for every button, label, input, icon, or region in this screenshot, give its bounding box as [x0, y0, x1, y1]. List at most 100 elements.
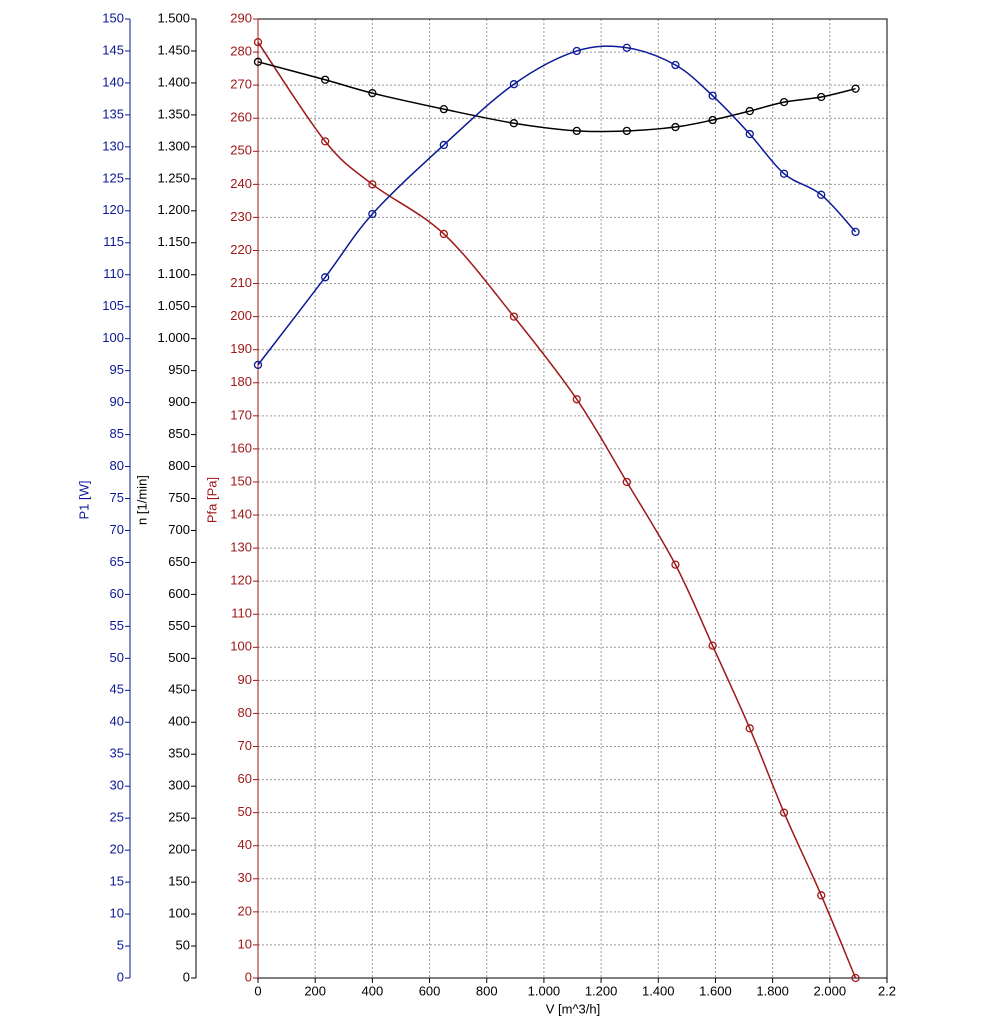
x-tick-label: 400 [362, 983, 384, 998]
y-tick-label: 5 [117, 937, 124, 952]
data-point [779, 169, 789, 178]
plot-frame [257, 18, 888, 979]
y-tick-label: 1.450 [157, 42, 190, 57]
series-line [257, 61, 856, 133]
y-tick-label: 50 [110, 650, 124, 665]
data-point [708, 91, 717, 100]
y-tick-label: 290 [230, 10, 252, 25]
y-axis-label: Pfa [Pa] [204, 477, 219, 523]
y-tick-label: 100 [230, 639, 252, 654]
y-tick-label: 60 [110, 586, 124, 601]
data-point [851, 84, 860, 93]
x-tick-label: 800 [476, 983, 498, 998]
x-tick-label: 2.000 [814, 983, 847, 998]
data-point [253, 37, 263, 47]
y-tick-label: 65 [110, 554, 124, 569]
y-tick-label: 100 [102, 330, 124, 345]
y-tick-label: 300 [168, 778, 190, 793]
y-tick-label: 900 [168, 394, 190, 409]
y-tick-label: 200 [230, 308, 252, 323]
y-tick-label: 260 [230, 110, 252, 125]
y-tick-label: 200 [168, 842, 190, 857]
y-tick-label: 0 [183, 969, 190, 984]
data-point [851, 227, 860, 237]
y-tick-label: 90 [238, 672, 252, 687]
data-point [671, 122, 680, 132]
y-tick-label: 45 [110, 682, 124, 697]
y-tick-label: 120 [230, 573, 252, 588]
y-tick-label: 25 [110, 810, 124, 825]
y-tick-label: 1.050 [157, 298, 190, 313]
data-point [509, 80, 519, 89]
y-tick-label: 650 [168, 554, 190, 569]
y-tick-label: 270 [230, 77, 252, 92]
y-tick-label: 130 [230, 540, 252, 555]
data-point [817, 891, 826, 900]
y-tick-label: 145 [102, 42, 124, 57]
data-point [321, 273, 330, 282]
y-tick-label: 250 [230, 143, 252, 158]
y-tick-label: 500 [168, 650, 190, 665]
data-point [817, 190, 826, 199]
y-tick-label: 50 [176, 937, 190, 952]
data-point [708, 115, 717, 125]
data-point [779, 97, 789, 107]
x-tick-label: 1.000 [528, 983, 561, 998]
y-tick-label: 350 [168, 746, 190, 761]
y-tick-label: 20 [238, 903, 252, 918]
y-tick-label: 70 [110, 522, 124, 537]
y-tick-label: 110 [103, 266, 124, 281]
y-tick-label: 10 [238, 936, 252, 951]
y-tick-label: 210 [230, 275, 252, 290]
y-tick-label: 70 [238, 738, 252, 753]
data-point [439, 140, 448, 150]
y-tick-label: 125 [102, 170, 124, 185]
data-point [368, 209, 377, 219]
y-tick-label: 1.250 [157, 170, 190, 185]
x-tick-label: 200 [304, 983, 326, 998]
y-tick-label: 80 [238, 705, 252, 720]
y-tick-label: 170 [230, 407, 252, 422]
y-tick-label: 250 [168, 810, 190, 825]
y-tick-label: 150 [102, 10, 124, 25]
data-point [779, 808, 789, 817]
data-point [572, 395, 581, 404]
x-tick-label: 0 [254, 983, 261, 998]
y-tick-label: 105 [102, 298, 124, 313]
data-point [708, 641, 717, 650]
data-point [253, 360, 263, 370]
y-tick-label: 160 [230, 440, 252, 455]
y-tick-label: 850 [168, 426, 190, 441]
y-tick-label: 700 [168, 522, 190, 537]
y-tick-label: 280 [230, 44, 252, 59]
y-tick-label: 0 [245, 969, 252, 984]
data-point [572, 46, 581, 56]
y-tick-label: 1.000 [157, 330, 190, 345]
data-point [745, 129, 754, 139]
y-tick-label: 85 [110, 426, 124, 441]
y-tick-label: 400 [168, 714, 190, 729]
y-tick-label: 40 [238, 837, 252, 852]
y-tick-label: 40 [110, 714, 124, 729]
y-tick-label: 15 [110, 874, 124, 889]
y-tick-label: 130 [102, 138, 124, 153]
series-line [257, 41, 857, 979]
data-point [671, 60, 680, 70]
data-point [439, 104, 448, 114]
y-tick-label: 1.400 [157, 74, 190, 89]
y-tick-label: 450 [168, 682, 190, 697]
y2-axis-label: n [1/min] [134, 475, 149, 525]
y-tick-label: 750 [168, 490, 190, 505]
x-tick-label: 1.800 [756, 983, 789, 998]
y-tick-label: 950 [168, 362, 190, 377]
y-tick-label: 150 [168, 874, 190, 889]
y-tick-label: 550 [168, 618, 190, 633]
x-tick-label: 1.200 [585, 983, 618, 998]
y-tick-label: 180 [230, 374, 252, 389]
data-point [368, 89, 377, 98]
y-tick-label: 0 [117, 969, 124, 984]
y-tick-label: 150 [230, 473, 252, 488]
y-tick-label: 1.300 [157, 138, 190, 153]
y-tick-label: 1.350 [157, 106, 190, 121]
